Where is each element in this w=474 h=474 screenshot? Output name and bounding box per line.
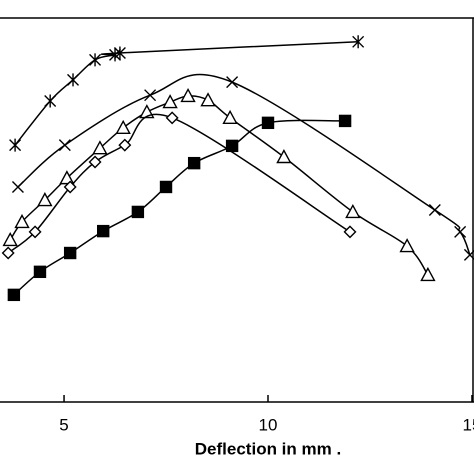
marker bbox=[58, 139, 71, 152]
marker bbox=[276, 149, 292, 164]
marker bbox=[63, 180, 77, 194]
marker bbox=[159, 180, 173, 194]
marker bbox=[113, 46, 126, 60]
marker bbox=[162, 94, 178, 109]
marker bbox=[33, 265, 47, 279]
marker bbox=[343, 225, 357, 239]
marker bbox=[165, 111, 179, 125]
x-tick-label: 10 bbox=[259, 415, 278, 434]
marker bbox=[225, 139, 239, 153]
marker bbox=[454, 225, 467, 238]
marker bbox=[14, 213, 30, 229]
marker bbox=[7, 288, 21, 302]
marker bbox=[420, 266, 436, 282]
marker bbox=[428, 204, 441, 216]
x-axis-label: Deflection in mm . bbox=[195, 439, 341, 458]
marker bbox=[97, 224, 110, 238]
series-line bbox=[17, 73, 471, 256]
marker bbox=[144, 89, 157, 102]
marker bbox=[131, 205, 145, 219]
marker bbox=[338, 114, 352, 128]
marker bbox=[89, 53, 102, 67]
series-line bbox=[7, 113, 351, 254]
marker bbox=[9, 138, 22, 152]
marker bbox=[200, 92, 216, 107]
marker bbox=[67, 73, 80, 87]
marker bbox=[261, 116, 275, 130]
series-line bbox=[13, 119, 346, 296]
x-tick-label: 5 bbox=[59, 415, 68, 434]
x-tick-label: 15 bbox=[462, 415, 474, 434]
marker bbox=[222, 109, 238, 125]
marker bbox=[226, 76, 239, 89]
marker bbox=[118, 138, 132, 152]
marker bbox=[92, 140, 108, 155]
marker bbox=[28, 225, 42, 239]
marker bbox=[44, 94, 57, 108]
marker bbox=[352, 35, 365, 49]
marker bbox=[399, 238, 415, 253]
marker bbox=[180, 87, 196, 103]
marker bbox=[37, 192, 53, 207]
marker bbox=[187, 156, 201, 170]
marker bbox=[88, 155, 102, 169]
marker bbox=[2, 231, 18, 247]
marker bbox=[345, 203, 361, 219]
marker bbox=[63, 246, 77, 260]
marker bbox=[115, 119, 131, 135]
marker bbox=[1, 246, 15, 260]
marker bbox=[11, 180, 24, 193]
